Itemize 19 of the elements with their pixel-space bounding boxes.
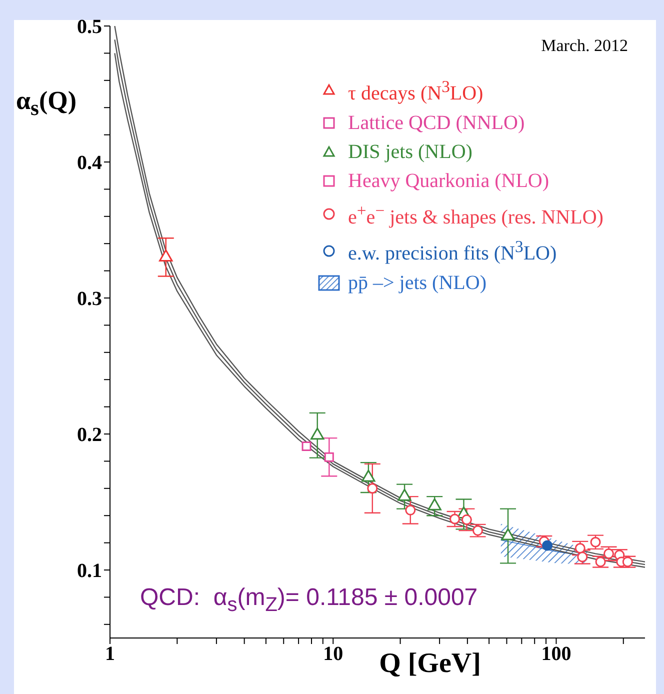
legend-label: DIS jets (NLO) — [348, 140, 472, 165]
legend-label: Lattice QCD (NNLO) — [348, 110, 525, 136]
x-axis-title: Q [GeV] — [379, 648, 481, 679]
y-tick-label: 0.3 — [77, 288, 102, 310]
y-tick-label: 0.1 — [77, 560, 102, 582]
legend-label: τ decays (N$^{3}$LO) — [348, 76, 484, 107]
annotation: QCD: α$_{s}$(m$_{Z}$)= 0.1185 ± 0.0007 — [140, 584, 478, 617]
x-tick-label: 100 — [541, 643, 572, 666]
y-axis-title: α$_{s}$(Q) — [16, 86, 76, 122]
legend-label: Heavy Quarkonia (NLO) — [348, 168, 550, 194]
x-tick-label: 10 — [323, 643, 344, 666]
y-tick-label: 0.2 — [77, 424, 102, 446]
x-tick-label: 1 — [105, 643, 115, 666]
text: pp̄ –> jets (NLO) — [348, 270, 486, 296]
y-tick-label: 0.4 — [77, 152, 102, 174]
legend-label: e$^{+}$e$^{−}$ jets & shapes (res. NNLO) — [348, 200, 604, 230]
annotation: March. 2012 — [541, 36, 628, 56]
legend-label: e.w. precision fits (N$^{3}$LO) — [348, 236, 557, 267]
y-tick-label: 0.5 — [77, 16, 102, 38]
